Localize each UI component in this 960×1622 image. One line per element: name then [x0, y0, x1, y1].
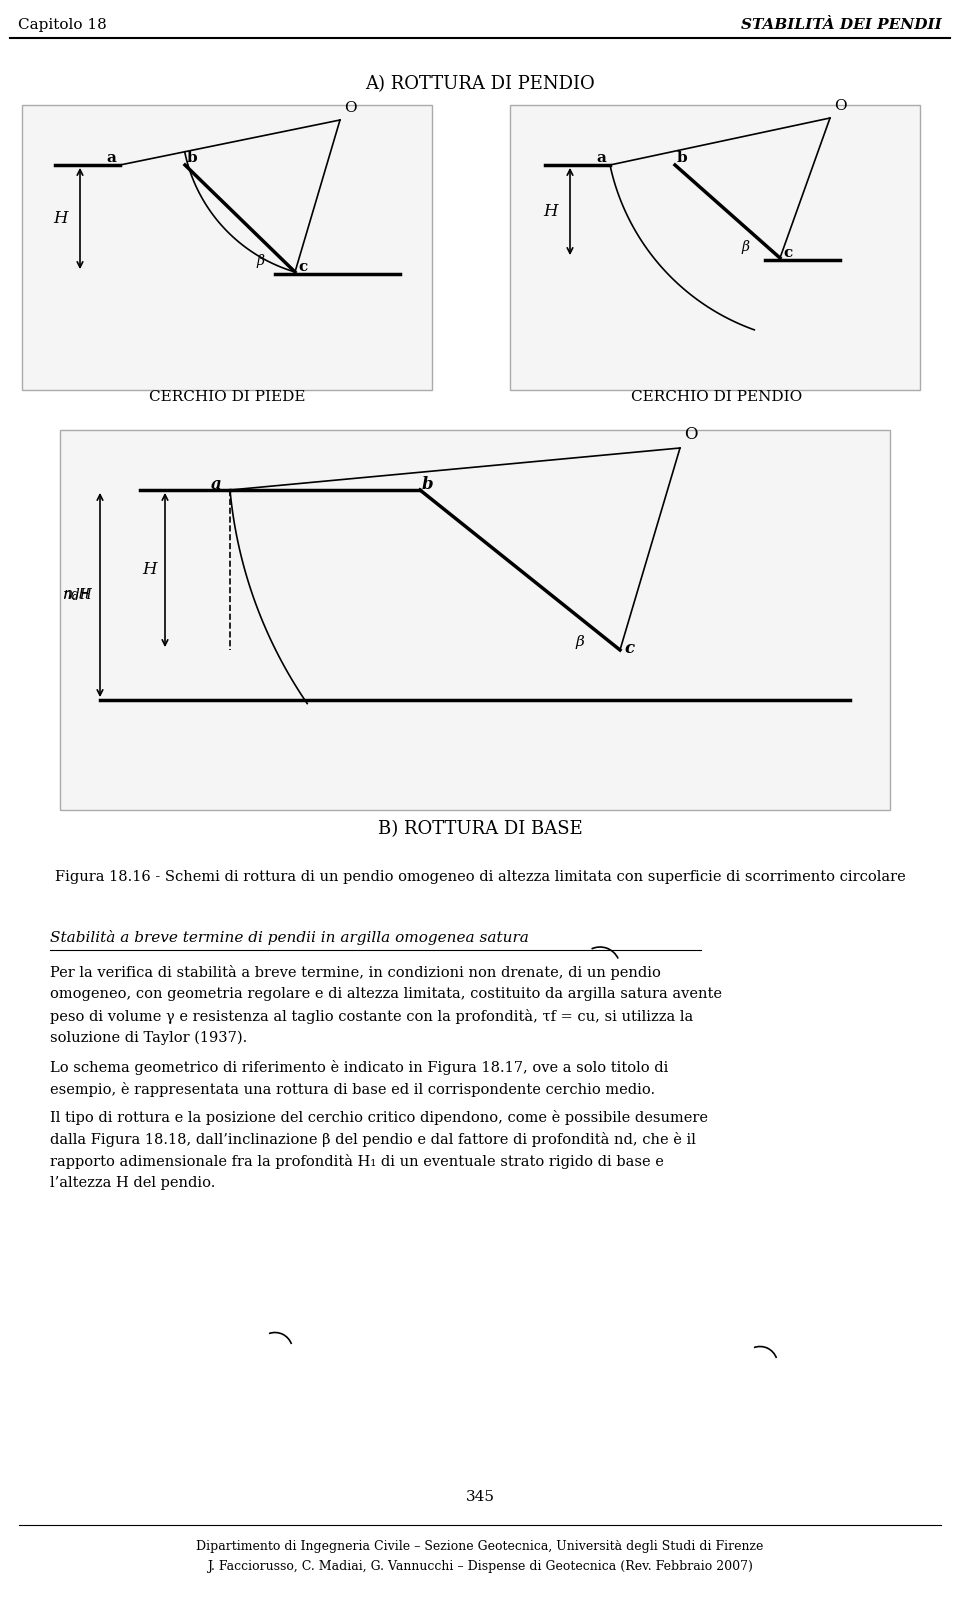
Text: β: β	[741, 240, 749, 255]
Text: a: a	[107, 151, 116, 165]
Text: CERCHIO DI PENDIO: CERCHIO DI PENDIO	[632, 389, 803, 404]
Text: Capitolo 18: Capitolo 18	[18, 18, 107, 32]
Text: J. Facciorusso, C. Madiai, G. Vannucchi – Dispense di Geotecnica (Rev. Febbraio : J. Facciorusso, C. Madiai, G. Vannucchi …	[207, 1560, 753, 1573]
Text: O: O	[344, 101, 356, 115]
Text: β: β	[256, 255, 264, 268]
Text: H: H	[543, 203, 558, 221]
Text: A) ROTTURA DI PENDIO: A) ROTTURA DI PENDIO	[365, 75, 595, 92]
Text: omogeneo, con geometria regolare e di altezza limitata, costituito da argilla sa: omogeneo, con geometria regolare e di al…	[50, 988, 722, 1001]
Text: CERCHIO DI PIEDE: CERCHIO DI PIEDE	[149, 389, 305, 404]
Text: soluzione di Taylor (1937).: soluzione di Taylor (1937).	[50, 1032, 248, 1046]
Text: β: β	[576, 634, 585, 649]
Text: b: b	[422, 475, 434, 493]
Text: c: c	[624, 641, 635, 657]
Text: esempio, è rappresentata una rottura di base ed il corrispondente cerchio medio.: esempio, è rappresentata una rottura di …	[50, 1082, 655, 1096]
Text: a: a	[596, 151, 606, 165]
Text: H: H	[142, 561, 157, 579]
Text: Dipartimento di Ingegneria Civile – Sezione Geotecnica, Università degli Studi d: Dipartimento di Ingegneria Civile – Sezi…	[196, 1539, 764, 1552]
Text: c: c	[783, 247, 792, 260]
Text: a: a	[211, 475, 222, 493]
Text: O: O	[834, 99, 847, 114]
Text: Figura 18.16 - Schemi di rottura di un pendio omogeneo di altezza limitata con s: Figura 18.16 - Schemi di rottura di un p…	[55, 869, 905, 884]
Text: ndH: ndH	[62, 589, 92, 602]
Text: Per la verifica di stabilità a breve termine, in condizioni non drenate, di un p: Per la verifica di stabilità a breve ter…	[50, 965, 660, 980]
Text: dalla Figura 18.18, dall’inclinazione β del pendio e dal fattore di profondità n: dalla Figura 18.18, dall’inclinazione β …	[50, 1132, 696, 1147]
Text: l’altezza H del pendio.: l’altezza H del pendio.	[50, 1176, 215, 1191]
Text: B) ROTTURA DI BASE: B) ROTTURA DI BASE	[377, 821, 583, 839]
Text: c: c	[298, 260, 307, 274]
Text: peso di volume γ e resistenza al taglio costante con la profondità, τf = cu, si : peso di volume γ e resistenza al taglio …	[50, 1009, 693, 1023]
Bar	[510, 105, 920, 389]
Text: rapporto adimensionale fra la profondità H₁ di un eventuale strato rigido di bas: rapporto adimensionale fra la profondità…	[50, 1153, 664, 1169]
Bar	[22, 105, 432, 389]
Text: $n_d H$: $n_d H$	[62, 587, 90, 603]
Bar	[60, 430, 890, 809]
Text: b: b	[187, 151, 198, 165]
Text: Il tipo di rottura e la posizione del cerchio critico dipendono, come è possibil: Il tipo di rottura e la posizione del ce…	[50, 1109, 708, 1126]
Text: Stabilità a breve termine di pendii in argilla omogenea satura: Stabilità a breve termine di pendii in a…	[50, 929, 529, 946]
Text: b: b	[677, 151, 687, 165]
Text: H: H	[54, 209, 68, 227]
Text: STABILITÀ DEI PENDII: STABILITÀ DEI PENDII	[741, 18, 942, 32]
Text: O: O	[684, 427, 698, 443]
Text: 345: 345	[466, 1491, 494, 1504]
Text: Lo schema geometrico di riferimento è indicato in Figura 18.17, ove a solo titol: Lo schema geometrico di riferimento è in…	[50, 1061, 668, 1075]
